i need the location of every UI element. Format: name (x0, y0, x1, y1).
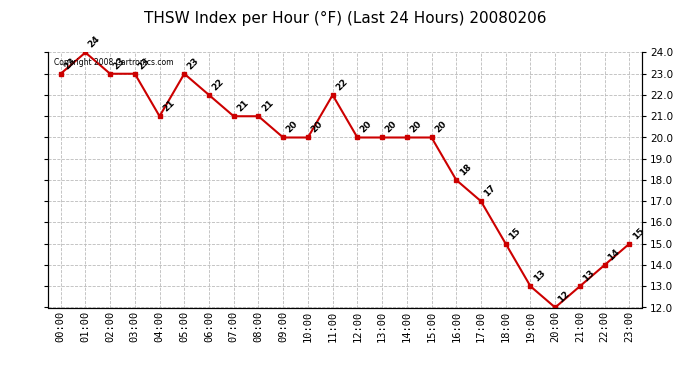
Text: 13: 13 (532, 268, 547, 284)
Text: 13: 13 (581, 268, 596, 284)
Text: 20: 20 (359, 120, 374, 135)
Text: 20: 20 (284, 120, 299, 135)
Text: 20: 20 (309, 120, 324, 135)
Text: 23: 23 (136, 56, 151, 71)
Text: 23: 23 (186, 56, 201, 71)
Text: 18: 18 (457, 162, 473, 177)
Text: 22: 22 (210, 77, 226, 92)
Text: 22: 22 (334, 77, 349, 92)
Text: 23: 23 (62, 56, 77, 71)
Text: 21: 21 (161, 98, 176, 114)
Text: 14: 14 (606, 247, 621, 262)
Text: 24: 24 (87, 34, 102, 50)
Text: 20: 20 (384, 120, 399, 135)
Text: 12: 12 (557, 290, 572, 305)
Text: 21: 21 (235, 98, 250, 114)
Text: 17: 17 (482, 183, 497, 198)
Text: 15: 15 (507, 226, 522, 241)
Text: 23: 23 (112, 56, 127, 71)
Text: 20: 20 (433, 120, 448, 135)
Text: 20: 20 (408, 120, 424, 135)
Text: THSW Index per Hour (°F) (Last 24 Hours) 20080206: THSW Index per Hour (°F) (Last 24 Hours)… (144, 11, 546, 26)
Text: 15: 15 (631, 226, 646, 241)
Text: Copyright 2008 Cartronics.com: Copyright 2008 Cartronics.com (55, 58, 174, 67)
Text: 21: 21 (260, 98, 275, 114)
